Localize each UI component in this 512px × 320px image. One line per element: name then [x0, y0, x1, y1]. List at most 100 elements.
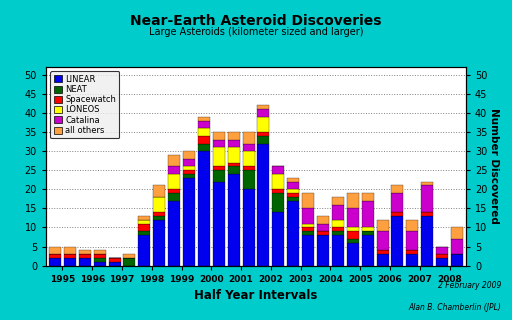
- Bar: [317, 216, 329, 224]
- Bar: [258, 105, 269, 109]
- Bar: [302, 235, 314, 266]
- Bar: [272, 212, 284, 266]
- Bar: [347, 243, 359, 266]
- Bar: [49, 258, 61, 266]
- Bar: [436, 258, 448, 266]
- Bar: [183, 174, 195, 178]
- Bar: [332, 220, 344, 228]
- Bar: [198, 128, 210, 136]
- Bar: [407, 220, 418, 231]
- Bar: [94, 250, 105, 254]
- Bar: [49, 246, 61, 254]
- Bar: [258, 109, 269, 117]
- Bar: [392, 186, 403, 193]
- Bar: [347, 228, 359, 231]
- Bar: [79, 254, 91, 258]
- Bar: [287, 201, 299, 266]
- Bar: [347, 231, 359, 239]
- Bar: [347, 193, 359, 208]
- Bar: [228, 174, 240, 266]
- Bar: [287, 193, 299, 197]
- Bar: [153, 216, 165, 220]
- Bar: [377, 231, 389, 250]
- Bar: [407, 254, 418, 266]
- Bar: [302, 193, 314, 208]
- Bar: [198, 121, 210, 128]
- Bar: [451, 239, 463, 254]
- Bar: [258, 132, 269, 136]
- Bar: [332, 204, 344, 220]
- Bar: [213, 182, 225, 266]
- Bar: [243, 170, 254, 189]
- Bar: [258, 143, 269, 266]
- Bar: [153, 212, 165, 216]
- Bar: [377, 250, 389, 254]
- Text: Alan B. Chamberlin (JPL): Alan B. Chamberlin (JPL): [409, 303, 502, 312]
- Bar: [183, 170, 195, 174]
- Bar: [123, 258, 135, 266]
- Text: Large Asteroids (kilometer sized and larger): Large Asteroids (kilometer sized and lar…: [149, 27, 363, 37]
- Bar: [109, 258, 120, 262]
- Bar: [407, 231, 418, 250]
- Bar: [421, 216, 433, 266]
- Bar: [243, 143, 254, 151]
- Bar: [228, 140, 240, 147]
- Bar: [451, 228, 463, 239]
- Bar: [272, 193, 284, 212]
- Bar: [153, 220, 165, 266]
- Bar: [361, 201, 374, 228]
- Bar: [258, 117, 269, 132]
- Text: Near-Earth Asteroid Discoveries: Near-Earth Asteroid Discoveries: [130, 14, 382, 28]
- Bar: [258, 136, 269, 143]
- Bar: [243, 132, 254, 143]
- Bar: [272, 166, 284, 174]
- Bar: [64, 258, 76, 266]
- Bar: [138, 220, 151, 224]
- Bar: [213, 132, 225, 140]
- Bar: [421, 212, 433, 216]
- Bar: [302, 231, 314, 235]
- Bar: [183, 159, 195, 166]
- Bar: [228, 147, 240, 163]
- Bar: [287, 197, 299, 201]
- Bar: [213, 140, 225, 147]
- Bar: [436, 246, 448, 254]
- Bar: [198, 143, 210, 151]
- Bar: [287, 178, 299, 182]
- Bar: [94, 254, 105, 258]
- Bar: [153, 197, 165, 212]
- Bar: [198, 151, 210, 266]
- Bar: [421, 182, 433, 186]
- Bar: [168, 174, 180, 189]
- Bar: [451, 254, 463, 266]
- Bar: [317, 231, 329, 235]
- Bar: [377, 254, 389, 266]
- Bar: [332, 235, 344, 266]
- Bar: [287, 182, 299, 189]
- Bar: [243, 189, 254, 266]
- Bar: [138, 235, 151, 266]
- Bar: [213, 170, 225, 182]
- X-axis label: Half Year Intervals: Half Year Intervals: [195, 289, 317, 302]
- Bar: [138, 216, 151, 220]
- Bar: [317, 235, 329, 266]
- Bar: [332, 228, 344, 231]
- Text: 2 February 2009: 2 February 2009: [438, 281, 502, 290]
- Bar: [49, 254, 61, 258]
- Bar: [302, 228, 314, 231]
- Bar: [377, 220, 389, 231]
- Bar: [272, 174, 284, 189]
- Bar: [302, 208, 314, 224]
- Bar: [183, 178, 195, 266]
- Bar: [243, 166, 254, 170]
- Bar: [168, 201, 180, 266]
- Bar: [228, 163, 240, 166]
- Bar: [436, 254, 448, 258]
- Bar: [317, 224, 329, 231]
- Bar: [332, 197, 344, 204]
- Bar: [213, 166, 225, 170]
- Bar: [64, 246, 76, 254]
- Bar: [421, 186, 433, 212]
- Bar: [243, 151, 254, 166]
- Bar: [361, 228, 374, 231]
